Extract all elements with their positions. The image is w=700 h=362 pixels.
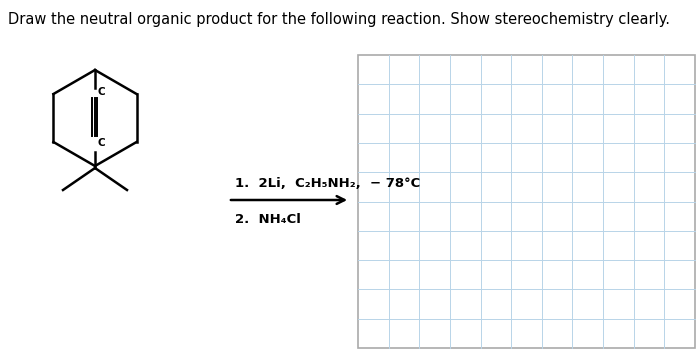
Text: 2.  NH₄Cl: 2. NH₄Cl <box>235 213 301 226</box>
Text: C: C <box>98 138 106 148</box>
Text: 1.  2Li,  C₂H₅NH₂,  − 78°C: 1. 2Li, C₂H₅NH₂, − 78°C <box>235 177 420 190</box>
Text: C: C <box>98 87 106 97</box>
Bar <box>358 55 695 348</box>
Text: Draw the neutral organic product for the following reaction. Show stereochemistr: Draw the neutral organic product for the… <box>8 12 670 27</box>
